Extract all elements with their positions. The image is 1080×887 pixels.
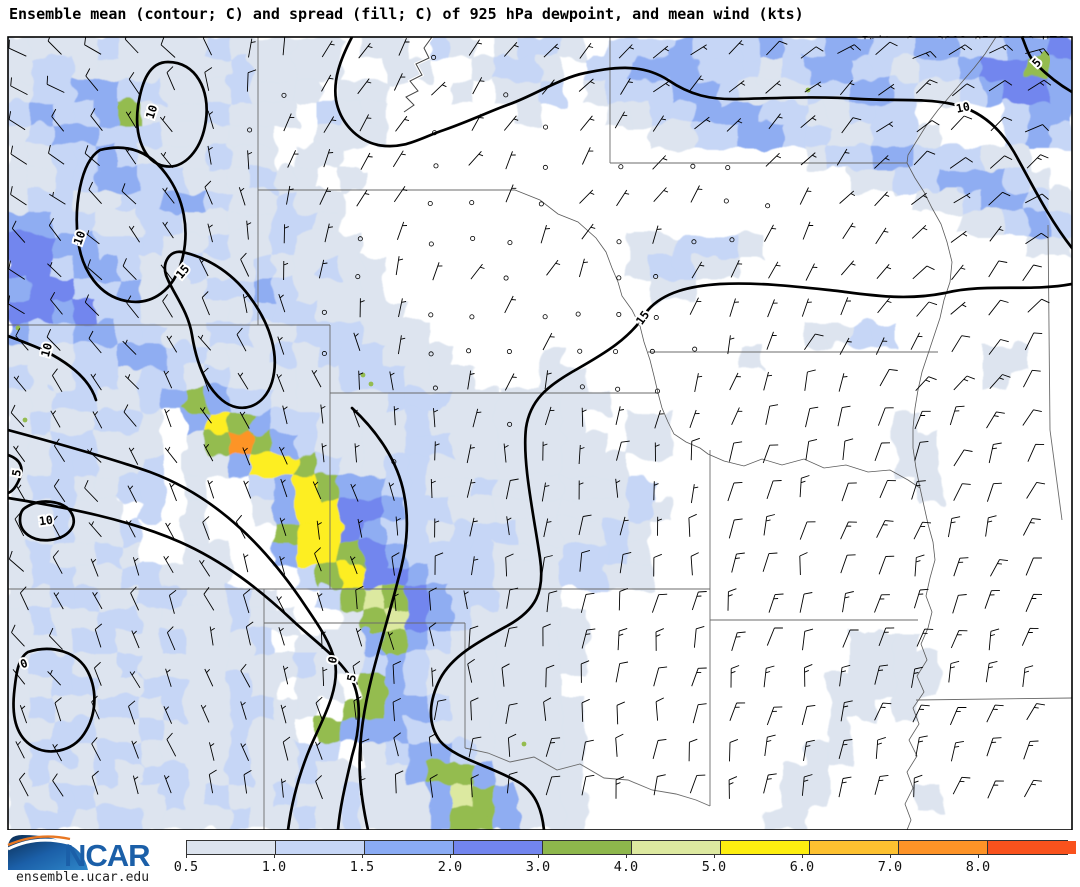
colorbar-tick: [978, 854, 979, 858]
colorbar-tick: [186, 854, 187, 858]
colorbar-label: 4.0: [613, 859, 639, 875]
colorbar-segment: [364, 841, 453, 854]
wind-barbs: [8, 37, 1052, 800]
colorbar-label: 1.5: [349, 859, 375, 875]
colorbar-tick: [362, 854, 363, 858]
colorbar-segment: [898, 841, 987, 854]
colorbar-tick: [626, 854, 627, 858]
svg-text:10: 10: [38, 513, 54, 529]
spread-fill-layer: [8, 37, 1072, 830]
colorbar-segment: [631, 841, 720, 854]
colorbar-segment: [720, 841, 809, 854]
colorbar-segment: [542, 841, 631, 854]
colorbar-label: 3.0: [525, 859, 551, 875]
ncar-logo-orange-swoosh: [7, 835, 71, 847]
colorbar: [186, 840, 1076, 855]
rivers: [403, 37, 997, 830]
svg-text:10: 10: [38, 341, 55, 358]
colorbar-label: 7.0: [877, 859, 903, 875]
site-url: ensemble.ucar.edu: [16, 870, 150, 885]
colorbar-label: 0.5: [173, 859, 199, 875]
colorbar-segment: [809, 841, 898, 854]
colorbar-segment: [275, 841, 364, 854]
state-borders: [8, 37, 1072, 830]
colorbar-tick: [714, 854, 715, 858]
colorbar-tick: [890, 854, 891, 858]
page-title: Ensemble mean (contour; C) and spread (f…: [9, 5, 804, 23]
ncar-logo-shape: [8, 835, 88, 870]
colorbar-segment: [187, 841, 275, 854]
ncar-logo-text: NCAR: [64, 838, 150, 872]
colorbar-segment: [453, 841, 542, 854]
colorbar-label: 2.0: [437, 859, 463, 875]
svg-text:10: 10: [143, 103, 161, 121]
colorbar-label: 5.0: [701, 859, 727, 875]
ncar-logo-white-swoosh: [7, 838, 69, 851]
colorbar-segment: [987, 841, 1076, 854]
colorbar-tick: [274, 854, 275, 858]
footer: NCAR ensemble.ucar.edu 0.5 1.0 1.5 2.0 3.0 4.…: [0, 830, 1080, 887]
colorbar-tick: [538, 854, 539, 858]
colorbar-tick: [450, 854, 451, 858]
ncar-logo: NCAR: [7, 835, 151, 872]
weather-map: 10 10 15 10 5 10 0 0 5 15 10 5: [7, 36, 1073, 831]
colorbar-label: 1.0: [261, 859, 287, 875]
svg-text:10: 10: [955, 99, 972, 116]
colorbar-label: 8.0: [965, 859, 991, 875]
colorbar-tick: [802, 854, 803, 858]
contour-lines: [8, 37, 1072, 830]
colorbar-label: 6.0: [789, 859, 815, 875]
